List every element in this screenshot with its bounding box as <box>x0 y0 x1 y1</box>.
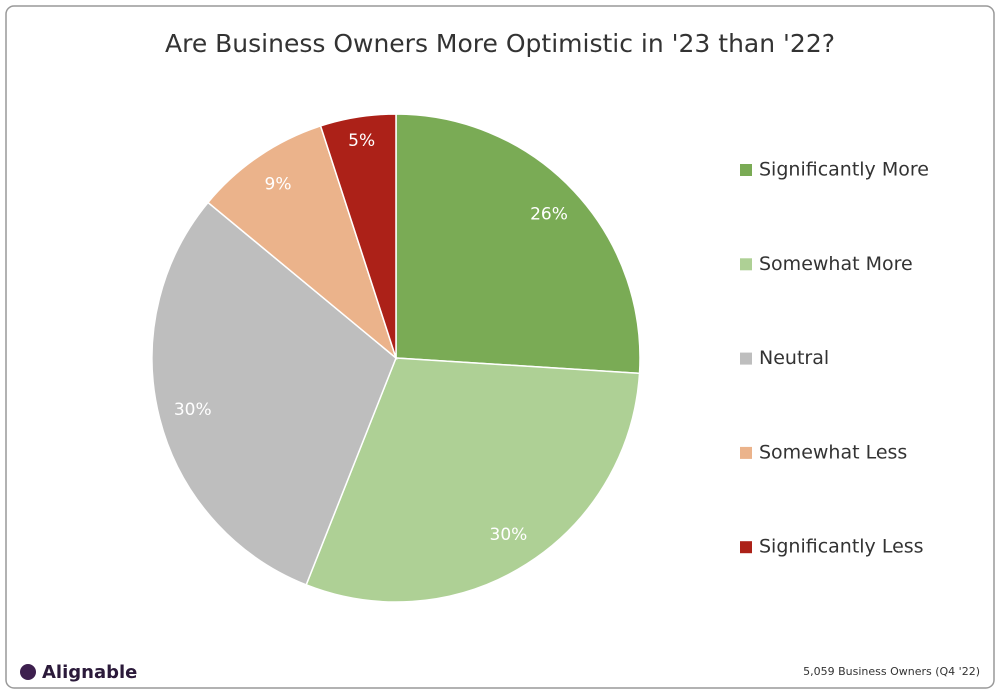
pie-slice <box>319 113 397 359</box>
chart-title: Are Business Owners More Optimistic in '… <box>165 29 835 58</box>
data-label: 26% <box>530 204 568 224</box>
legend-swatch <box>740 258 752 271</box>
legend-label: Significantly More <box>759 159 929 181</box>
data-label: 30% <box>174 400 212 420</box>
footnote: 5,059 Business Owners (Q4 '22) <box>803 665 980 678</box>
legend-swatch <box>740 446 752 459</box>
data-label: 30% <box>490 525 528 545</box>
pie-slice <box>206 124 398 361</box>
pie-slice <box>305 357 641 603</box>
legend-swatch <box>740 164 752 176</box>
legend-label: Somewhat More <box>759 253 913 275</box>
data-label: 5% <box>348 131 375 151</box>
logo-icon <box>20 664 36 680</box>
legend-label: Somewhat Less <box>759 441 907 463</box>
legend-label: Neutral <box>759 347 829 369</box>
logo-text: Alignable <box>42 662 137 683</box>
data-label: 9% <box>265 174 292 194</box>
legend-swatch <box>740 541 752 554</box>
pie-slice <box>151 201 397 586</box>
legend-swatch <box>740 352 752 365</box>
logo: Alignable <box>20 662 137 683</box>
legend-label: Significantly Less <box>759 536 924 558</box>
pie-slice <box>395 113 641 375</box>
